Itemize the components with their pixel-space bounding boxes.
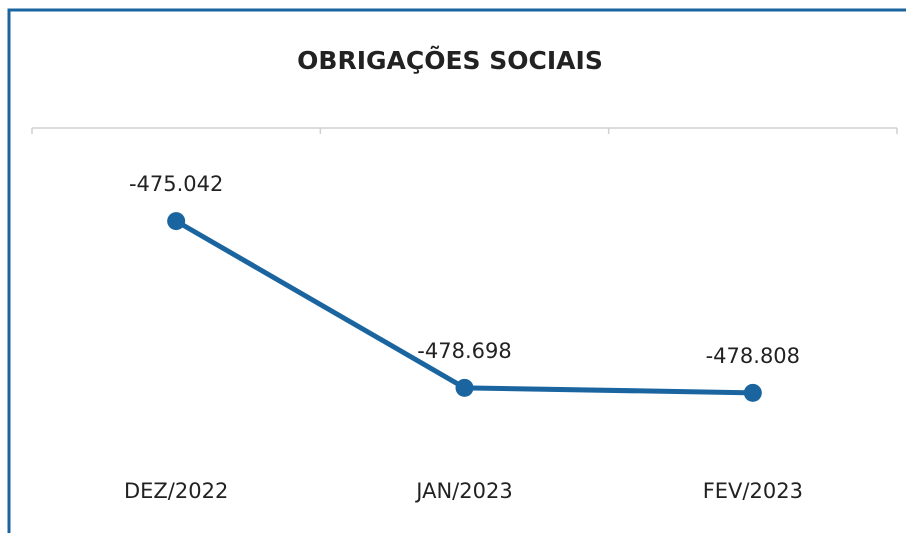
point bbox=[455, 378, 474, 397]
point bbox=[743, 383, 762, 402]
x-tick-label: JAN/2023 bbox=[414, 479, 512, 503]
frame bbox=[7, 8, 906, 533]
data-label: -478.698 bbox=[417, 339, 511, 363]
data-label: -475.042 bbox=[129, 172, 223, 196]
data-label: -478.808 bbox=[706, 344, 800, 368]
point bbox=[167, 212, 186, 231]
x-tick-label: DEZ/2022 bbox=[124, 479, 228, 503]
chart-title: OBRIGAÇÕES SOCIAIS bbox=[297, 45, 603, 75]
x-tick-label: FEV/2023 bbox=[703, 479, 803, 503]
series-line bbox=[174, 218, 753, 396]
